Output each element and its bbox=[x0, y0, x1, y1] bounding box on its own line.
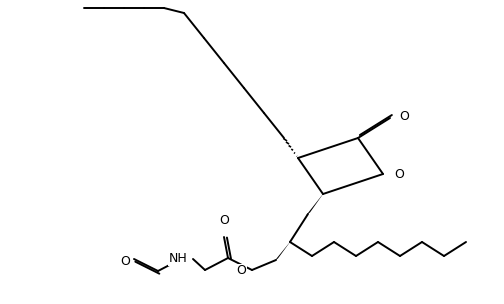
Text: O: O bbox=[219, 214, 229, 227]
Polygon shape bbox=[306, 194, 323, 216]
Polygon shape bbox=[274, 242, 290, 261]
Text: NH: NH bbox=[168, 253, 187, 265]
Text: O: O bbox=[120, 255, 130, 268]
Text: O: O bbox=[394, 168, 404, 181]
Text: O: O bbox=[236, 264, 246, 278]
Text: O: O bbox=[399, 110, 409, 123]
